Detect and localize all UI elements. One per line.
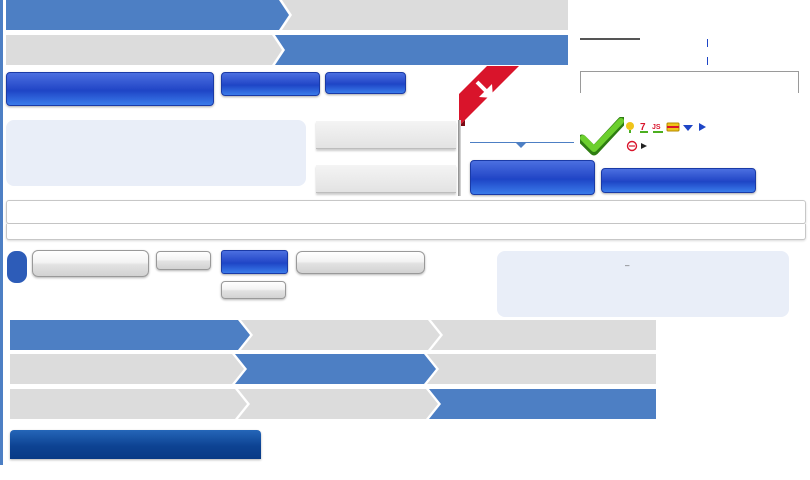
row-blue-button[interactable]: [221, 250, 288, 274]
tab-1[interactable]: [316, 121, 456, 149]
checkmark-icon: [580, 117, 624, 156]
svg-text:JS: JS: [652, 124, 661, 131]
right-top-text: [580, 38, 640, 40]
large-blue-button[interactable]: [6, 72, 214, 106]
wizard-bottom-steps: [10, 320, 656, 419]
tab-2[interactable]: [316, 165, 456, 193]
wizard-step-1[interactable]: [6, 0, 289, 30]
cursor-line-1: [707, 39, 708, 47]
wizard-bottom-r2-s1[interactable]: [10, 354, 244, 384]
wizard-bottom-r3-s1[interactable]: [10, 389, 247, 419]
dropdown-caret-icon: [516, 143, 526, 148]
medium-blue-button-2[interactable]: [325, 72, 406, 94]
cursor-line-2: [707, 57, 708, 65]
corner-badge[interactable]: [459, 66, 521, 128]
wizard-step-2-row2[interactable]: [275, 35, 568, 65]
pin-icon[interactable]: [624, 121, 636, 133]
wizard-step-2[interactable]: [282, 0, 568, 30]
tab-divider: [458, 120, 461, 196]
pill-button[interactable]: [7, 251, 27, 283]
refresh-icon[interactable]: [626, 140, 638, 152]
wizard-top-steps: [6, 0, 568, 65]
left-info-panel: [6, 120, 306, 186]
dropdown-line[interactable]: [470, 142, 574, 143]
wizard-step-1-row2[interactable]: [6, 35, 282, 65]
small-play-icon[interactable]: [640, 140, 648, 152]
wizard-bottom-r2-s3[interactable]: [427, 354, 656, 384]
gray-button-4[interactable]: [221, 281, 286, 299]
wizard-bottom-r3-s3[interactable]: [429, 389, 656, 419]
left-edge-line: [0, 0, 3, 465]
gray-button-3[interactable]: [296, 251, 425, 274]
js-icon[interactable]: JS: [652, 121, 664, 133]
arrow-down-right-icon: [475, 80, 493, 98]
medium-blue-button-1[interactable]: [221, 72, 320, 96]
dropdown-arrow-icon[interactable]: [682, 122, 694, 134]
wizard-top: [6, 0, 568, 66]
wizard-bottom: [10, 320, 656, 420]
card-icon[interactable]: [666, 121, 680, 133]
right-blue-button-2[interactable]: [601, 168, 756, 193]
wizard-bottom-r1-s1[interactable]: [10, 320, 250, 350]
play-arrow-icon[interactable]: [696, 121, 708, 133]
footer-button[interactable]: [10, 430, 261, 459]
wizard-bottom-r1-s3[interactable]: [431, 320, 656, 350]
wizard-bottom-r1-s2[interactable]: [241, 320, 440, 350]
seven-icon[interactable]: 7: [638, 121, 650, 133]
right-info-panel-text: –: [625, 261, 630, 270]
right-info-panel: –: [497, 251, 789, 317]
right-blue-button-1[interactable]: [470, 160, 595, 195]
wizard-bottom-r3-s2[interactable]: [238, 389, 438, 419]
gray-button-2[interactable]: [156, 251, 211, 270]
gray-button-1[interactable]: [32, 250, 149, 277]
right-top-input[interactable]: [580, 71, 799, 93]
search-bar-1[interactable]: [6, 200, 806, 224]
toolbar-icons: 7 JS: [624, 121, 724, 155]
svg-text:7: 7: [640, 122, 646, 133]
wizard-bottom-r2-s2[interactable]: [235, 354, 436, 384]
search-bar-2[interactable]: [6, 224, 806, 240]
